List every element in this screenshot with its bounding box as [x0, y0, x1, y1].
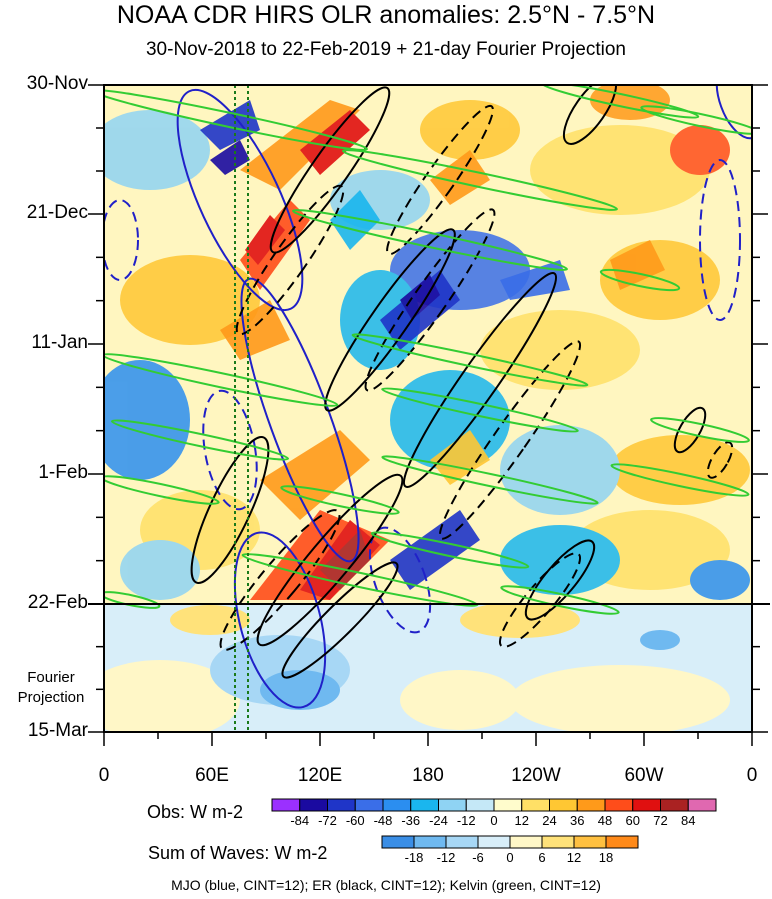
er-contours [190, 85, 734, 679]
y-tick-label: 30-Nov [26, 73, 88, 94]
obs-colorbar-tick-label: 0 [490, 813, 498, 828]
waves-colorbar-tick-label: 0 [506, 850, 514, 865]
obs-colorbar-swatch [354, 798, 384, 812]
y-tick-label: 11-Jan [31, 332, 88, 353]
projection-field [104, 604, 752, 732]
obs-colorbar-swatch [438, 798, 467, 812]
waves-colorbar-tick-label: -6 [472, 850, 484, 865]
obs-colorbar-tick-label: -12 [456, 813, 476, 828]
obs-colorbar-swatch [382, 798, 412, 812]
x-tick-label: 120E [297, 765, 343, 786]
x-tick-label: 60E [195, 765, 229, 786]
waves-colorbar-tick-label: 6 [538, 850, 546, 865]
waves-colorbar-swatch [605, 835, 639, 849]
obs-field [104, 85, 752, 604]
waves-colorbar-swatch [477, 835, 511, 849]
obs-colorbar-swatch [521, 798, 550, 812]
waves-colorbar-swatch [445, 835, 479, 849]
waves-colorbar-label: Sum of Waves: W m-2 [148, 843, 328, 863]
x-tick-label: 60W [624, 765, 664, 786]
x-tick-label: 180 [412, 765, 444, 786]
obs-colorbar-swatch [604, 798, 634, 812]
waves-colorbar-swatch [381, 835, 415, 849]
obs-colorbar-tick-label: -36 [401, 813, 421, 828]
waves-colorbar-tick-label: -18 [404, 850, 424, 865]
obs-colorbar-swatch [465, 798, 495, 812]
obs-colorbar-tick-label: 24 [542, 813, 557, 828]
obs-colorbar-swatch [299, 798, 328, 812]
obs-colorbar-swatch [327, 798, 356, 812]
x-tick-label: 0 [98, 765, 110, 786]
obs-colorbar-tick-label: 84 [681, 813, 696, 828]
waves-colorbar-swatch [573, 835, 607, 849]
chart-title: NOAA CDR HIRS OLR anomalies: 2.5°N - 7.5… [116, 1, 656, 29]
waves-colorbar-tick-label: 18 [598, 850, 614, 865]
waves-colorbar-swatch [541, 835, 575, 849]
obs-colorbar-tick-label: 60 [625, 813, 640, 828]
obs-colorbar-swatch [660, 798, 689, 812]
x-tick-label: 0 [746, 765, 758, 786]
kelvin-contours [104, 85, 752, 615]
y-tick-label: 22-Feb [27, 592, 88, 613]
obs-colorbar-tick-label: 72 [653, 813, 668, 828]
obs-colorbar-tick-label: -24 [429, 813, 448, 828]
obs-colorbar-swatch [576, 798, 606, 812]
y-tick-label: 15-Mar [27, 720, 88, 741]
y-tick-label: 1-Feb [38, 462, 88, 483]
obs-colorbar-tick-label: -72 [318, 813, 337, 828]
obs-colorbar-swatch [493, 798, 523, 812]
obs-colorbar-tick-label: 12 [514, 813, 529, 828]
obs-colorbar-label: Obs: W m-2 [147, 802, 244, 822]
obs-colorbar-tick-label: 48 [597, 813, 613, 828]
obs-colorbar-tick-label: -60 [345, 813, 365, 828]
x-tick-label: 120W [511, 765, 561, 786]
obs-colorbar-tick-label: 36 [570, 813, 585, 828]
waves-colorbar-swatch [413, 835, 447, 849]
chart-footer: MJO (blue, CINT=12); ER (black, CINT=12)… [171, 877, 601, 893]
obs-colorbar-swatch [687, 798, 717, 812]
waves-colorbar-tick-label: 12 [566, 850, 582, 865]
obs-colorbar-tick-label: -84 [290, 813, 310, 828]
waves-colorbar-tick-label: -12 [436, 850, 456, 865]
obs-colorbar-tick-label: -48 [373, 813, 393, 828]
obs-colorbar-swatch [271, 798, 301, 812]
obs-colorbar-swatch [632, 798, 661, 812]
obs-colorbar-swatch [549, 798, 578, 812]
waves-colorbar-swatch [509, 835, 543, 849]
y-tick-label: 21-Dec [26, 202, 88, 223]
chart-subtitle: 30-Nov-2018 to 22-Feb-2019 + 21-day Four… [145, 39, 627, 60]
obs-colorbar-swatch [410, 798, 439, 812]
projection-label: Fourier Projection [17, 669, 85, 706]
